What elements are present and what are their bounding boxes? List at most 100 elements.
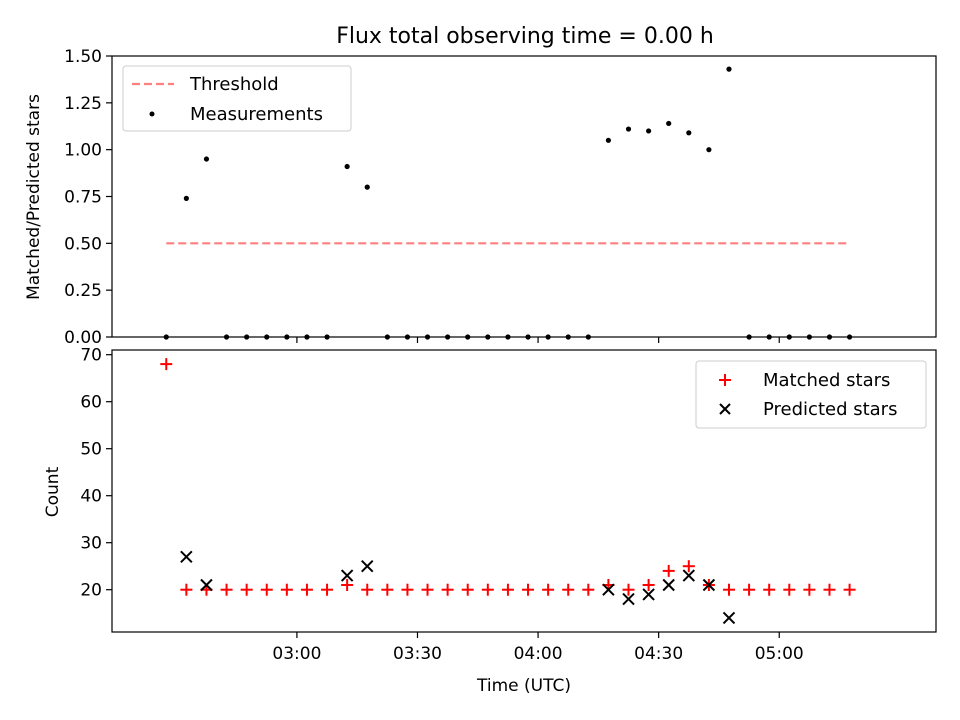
top-y-tick-label: 1.25 <box>64 94 102 114</box>
matched-star-point <box>622 583 635 596</box>
top-legend-box <box>122 65 352 132</box>
predicted-star-point <box>180 550 193 564</box>
measurement-point <box>625 126 632 132</box>
matched-star-point <box>843 583 856 596</box>
top-y-tick-label: 0.00 <box>64 328 102 348</box>
top-y-tick-label: 0.25 <box>64 281 102 301</box>
top-y-tick-label: 0.75 <box>64 188 102 208</box>
measurement-point <box>404 334 411 340</box>
measurement-point <box>545 334 551 340</box>
predicted-star-point <box>662 578 675 592</box>
bottom-x-ticks: 03:00 03:30 04:00 04:30 05:00 <box>272 632 804 664</box>
matched-star-point <box>823 583 836 596</box>
matched-star-point <box>300 583 313 596</box>
measurement-point <box>284 334 290 340</box>
measurement-point <box>746 334 752 340</box>
matched-star-point <box>361 583 374 596</box>
predicted-star-point <box>642 588 655 601</box>
measurement-point <box>364 184 370 190</box>
top-panel: 0.00 0.25 0.50 0.75 1.00 1.25 1.50 Matched/Pre… <box>24 47 937 348</box>
x-tick-label: 04:30 <box>634 644 683 664</box>
bottom-y-tick-label: 60 <box>80 393 102 413</box>
top-series <box>163 66 853 340</box>
bottom-legend: Matched stars Predicted stars <box>695 360 927 429</box>
matched-star-point <box>280 583 293 596</box>
predicted-star-point <box>722 611 736 625</box>
matched-star-point <box>562 583 575 596</box>
bottom-y-tick-label: 40 <box>80 487 102 507</box>
matched-star-point <box>803 583 816 596</box>
top-y-tick-label: 0.50 <box>64 234 102 254</box>
measurement-point <box>646 128 652 134</box>
matched-star-point <box>642 579 655 591</box>
measurement-point <box>706 147 712 153</box>
measurement-point <box>424 334 431 340</box>
measurement-point <box>666 120 672 127</box>
measurement-point <box>525 334 531 340</box>
measurement-point <box>183 195 189 201</box>
measurement-point <box>786 334 792 340</box>
legend-matched-label: Matched stars <box>763 370 890 391</box>
legend-predicted-swatch <box>719 403 731 415</box>
bottom-plot-frame <box>111 349 937 633</box>
matched-star-point <box>321 583 334 596</box>
measurement-point <box>846 334 853 340</box>
matched-star-point <box>481 583 494 596</box>
matched-star-point <box>381 583 394 596</box>
top-y-tick-label: 1.00 <box>64 141 102 161</box>
measurement-point <box>806 334 812 340</box>
matched-star-point <box>240 583 253 596</box>
x-axis-label: Time (UTC) <box>476 676 571 696</box>
x-tick-label: 03:30 <box>393 644 442 664</box>
measurement-point <box>505 334 511 340</box>
predicted-star-point <box>200 578 213 592</box>
matched-star-point <box>260 583 273 596</box>
top-legend: Threshold Measurements <box>122 65 352 132</box>
bottom-y-tick-label: 50 <box>80 440 102 460</box>
top-y-axis-label: Matched/Predicted stars <box>24 94 44 300</box>
top-x-ticks <box>296 337 780 343</box>
measurement-point <box>826 334 833 340</box>
legend-predicted-label: Predicted stars <box>763 399 897 420</box>
matched-star-point <box>582 583 595 596</box>
predicted-star-point <box>702 578 716 592</box>
measurement-point <box>605 137 612 143</box>
bottom-panel: 20 30 40 50 60 70 03:00 03:30 04:00 04:30 05:00 C… <box>43 346 937 696</box>
bottom-y-ticks: 20 30 40 50 60 70 <box>80 346 112 601</box>
matched-star-point <box>421 583 434 596</box>
matched-star-point <box>682 560 695 573</box>
bottom-y-tick-label: 20 <box>80 581 102 601</box>
measurement-point <box>324 334 330 340</box>
x-tick-label: 03:00 <box>272 644 321 664</box>
measurement-point <box>264 334 270 340</box>
measurement-point <box>585 334 591 340</box>
legend-matched-swatch <box>719 374 731 386</box>
chart-title: Flux total observing time = 0.00 h <box>336 24 714 49</box>
measurement-point <box>766 334 772 340</box>
predicted-star-point <box>602 583 615 596</box>
matched-star-point <box>461 583 474 596</box>
matched-star-point <box>501 583 514 596</box>
measurement-point <box>465 334 471 340</box>
measurement-point <box>244 334 250 340</box>
measurement-point <box>163 334 169 340</box>
matched-star-point <box>220 583 233 596</box>
measurement-point <box>726 66 732 72</box>
legend-measurements-swatch <box>149 111 155 117</box>
matched-star-point <box>763 583 776 596</box>
matched-star-point <box>341 579 354 591</box>
matched-star-point <box>160 358 173 371</box>
measurement-point <box>344 163 350 170</box>
matched-star-point <box>180 583 193 596</box>
matched-star-point <box>662 564 675 577</box>
measurement-point <box>304 334 310 340</box>
measurement-point <box>445 334 451 340</box>
matched-star-point <box>522 583 535 596</box>
measurement-point <box>384 334 390 340</box>
measurement-point <box>203 156 210 162</box>
bottom-legend-box <box>695 360 927 429</box>
top-y-tick-label: 1.50 <box>64 47 102 67</box>
matched-star-point <box>441 583 454 596</box>
bottom-y-tick-label: 30 <box>80 534 102 554</box>
top-y-ticks: 0.00 0.25 0.50 0.75 1.00 1.25 1.50 <box>64 47 112 348</box>
